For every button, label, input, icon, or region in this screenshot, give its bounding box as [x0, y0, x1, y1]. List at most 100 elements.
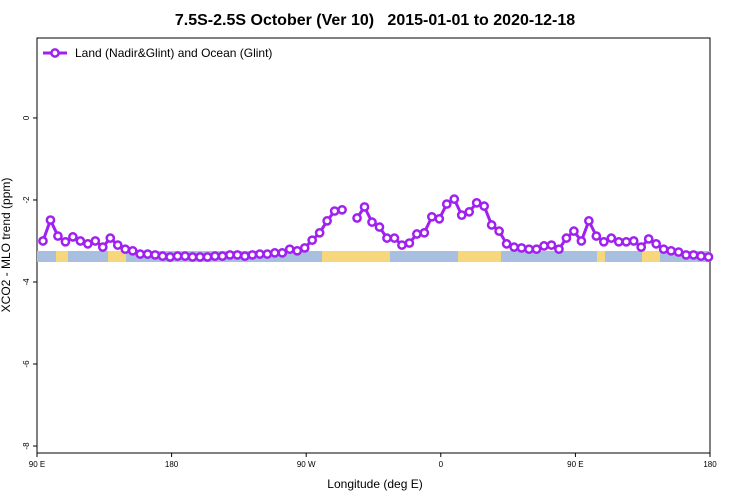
data-point — [337, 204, 347, 215]
data-point — [569, 226, 579, 236]
data-point — [82, 239, 93, 249]
data-point — [172, 251, 183, 262]
data-point — [157, 251, 168, 262]
data-point — [120, 244, 131, 255]
x-axis-label: Longitude (deg E) — [327, 477, 422, 491]
data-point — [232, 250, 243, 260]
data-point — [628, 236, 639, 246]
data-point — [299, 243, 310, 253]
data-point — [598, 236, 609, 247]
data-point — [613, 236, 624, 247]
x-tick-label: 180 — [703, 460, 717, 469]
data-point — [262, 249, 273, 259]
data-point — [561, 233, 572, 243]
chart-title: 7.5S-2.5S October (Ver 10) 2015-01-01 to… — [175, 12, 575, 29]
data-point — [112, 240, 123, 250]
x-tick-label: 180 — [165, 460, 179, 469]
y-tick-label: -8 — [22, 442, 31, 450]
y-tick-label: -6 — [22, 360, 31, 368]
data-point — [105, 233, 116, 243]
data-point — [449, 194, 460, 205]
land-band — [322, 251, 390, 262]
data-point — [389, 233, 400, 243]
land-ocean-strip — [37, 251, 710, 262]
data-point — [367, 217, 377, 227]
data-point — [509, 242, 519, 252]
data-point — [681, 250, 691, 260]
data-point — [464, 207, 475, 217]
data-point — [696, 251, 706, 262]
data-point — [352, 213, 362, 223]
data-point — [53, 231, 63, 241]
data-point — [456, 210, 467, 221]
data-point — [210, 251, 220, 262]
data-point — [217, 251, 228, 262]
y-tick-label: 0 — [22, 115, 31, 120]
plot-frame — [36, 37, 711, 454]
data-point — [658, 244, 669, 255]
data-point — [501, 239, 512, 249]
data-point — [412, 229, 422, 239]
x-tick-label: 90 W — [297, 460, 316, 469]
legend-label: Land (Nadir&Glint) and Ocean (Glint) — [75, 46, 272, 60]
data-point — [60, 236, 71, 247]
data-point — [240, 251, 250, 262]
data-point — [329, 206, 340, 216]
data-point — [292, 245, 303, 256]
data-point — [584, 216, 594, 226]
data-point — [247, 250, 258, 260]
data-point — [703, 252, 714, 262]
data-point — [180, 251, 190, 262]
land-band — [458, 251, 501, 262]
data-point — [195, 252, 205, 262]
data-point — [382, 233, 392, 243]
data-point — [621, 236, 632, 247]
data-point — [554, 244, 564, 255]
data-point — [576, 236, 587, 246]
data-point — [666, 245, 676, 256]
data-point — [479, 201, 490, 211]
data-point — [524, 244, 534, 255]
data-point — [135, 249, 146, 259]
data-point — [374, 222, 385, 232]
data-point — [225, 250, 235, 260]
data-point — [314, 227, 325, 238]
data-point — [254, 249, 265, 259]
data-point — [471, 198, 482, 208]
data-point — [90, 236, 101, 246]
data-point — [651, 239, 662, 249]
data-point — [516, 243, 527, 253]
data-point — [434, 213, 445, 224]
y-tick-label: -2 — [22, 196, 31, 204]
data-point — [636, 242, 647, 252]
x-tick-label: 0 — [439, 460, 444, 469]
x-tick-label: 90 E — [29, 460, 45, 469]
data-point — [202, 252, 213, 262]
x-tick-label: 90 E — [567, 460, 583, 469]
data-point — [441, 199, 452, 209]
data-point — [97, 242, 108, 252]
data-point — [269, 248, 280, 258]
data-point — [127, 245, 138, 256]
data-point — [419, 227, 430, 238]
data-point — [591, 231, 602, 241]
data-point — [150, 250, 160, 260]
data-point — [75, 236, 86, 246]
y-tick-label: -4 — [22, 278, 31, 286]
data-point — [45, 215, 56, 225]
data-point — [546, 240, 557, 250]
data-point — [284, 244, 295, 255]
data-point — [322, 216, 332, 226]
land-band — [108, 251, 126, 262]
data-point — [165, 252, 175, 262]
data-point — [277, 248, 288, 258]
data-point — [539, 241, 549, 251]
data-point — [494, 226, 504, 236]
data-point — [68, 232, 78, 242]
y-axis-label: XCO2 - MLO trend (ppm) — [0, 178, 13, 313]
legend-marker — [50, 48, 60, 58]
data-point — [673, 247, 684, 257]
land-band — [56, 251, 68, 262]
data-point — [643, 234, 654, 244]
